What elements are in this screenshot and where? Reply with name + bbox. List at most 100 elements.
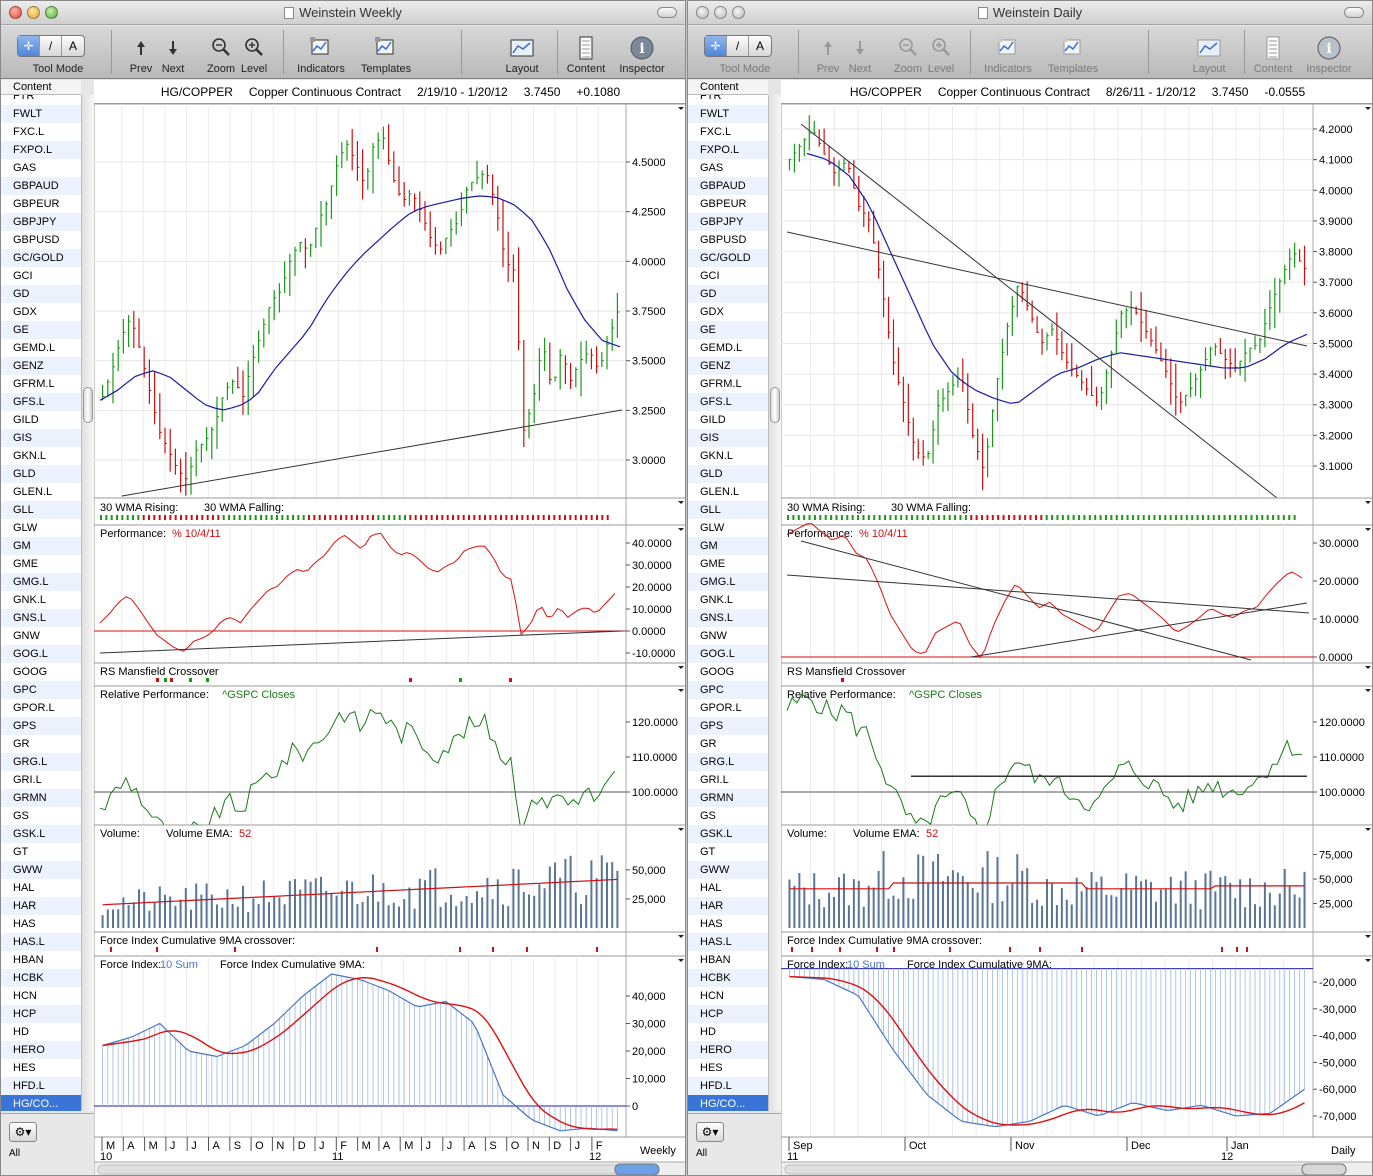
- list-item[interactable]: GPOR.L: [13, 702, 55, 714]
- list-item[interactable]: GLL: [688, 501, 768, 519]
- list-item[interactable]: GT: [700, 846, 716, 858]
- list-item[interactable]: GCI: [13, 270, 33, 282]
- list-item[interactable]: FWLT: [1, 105, 81, 123]
- list-item[interactable]: FXPO.L: [688, 141, 768, 159]
- list-item[interactable]: FXPO.L: [1, 141, 81, 159]
- wma-panel[interactable]: [781, 497, 1373, 526]
- list-item[interactable]: FTR: [13, 95, 35, 102]
- list-item[interactable]: GLD: [1, 465, 81, 483]
- list-item[interactable]: GS: [700, 810, 716, 822]
- time-axis[interactable]: [94, 1136, 686, 1163]
- scrollbar-track[interactable]: [784, 1164, 1309, 1175]
- list-item[interactable]: GWW: [1, 861, 81, 879]
- panel-menu-icon[interactable]: [1365, 501, 1371, 504]
- list-item[interactable]: HFD.L: [1, 1077, 81, 1095]
- panel-menu-icon[interactable]: [1365, 666, 1371, 669]
- list-item[interactable]: GM: [688, 537, 768, 555]
- list-item[interactable]: GPS: [1, 717, 81, 735]
- list-item[interactable]: GDX: [13, 306, 37, 318]
- list-item[interactable]: GKN.L: [13, 450, 47, 462]
- list-item[interactable]: GSK.L: [1, 825, 81, 843]
- line-tool-button[interactable]: /: [727, 36, 749, 56]
- pointer-tool-button[interactable]: ✛: [705, 36, 727, 56]
- list-item[interactable]: GBPJPY: [688, 213, 768, 231]
- list-item[interactable]: GEMD.L: [700, 342, 743, 354]
- list-item[interactable]: GNK.L: [700, 594, 734, 606]
- symbol-list-scrollbar[interactable]: [81, 95, 94, 1111]
- list-item[interactable]: GLEN.L: [700, 486, 740, 498]
- list-item[interactable]: GCI: [700, 270, 720, 282]
- list-item[interactable]: GD: [1, 285, 81, 303]
- list-item[interactable]: GBPAUD: [1, 177, 81, 195]
- tool-mode-segmented[interactable]: ✛ / A: [704, 35, 772, 57]
- list-item[interactable]: GC/GOLD: [1, 249, 81, 267]
- list-item[interactable]: GFRM.L: [13, 378, 55, 390]
- list-item[interactable]: GM: [1, 537, 81, 555]
- list-item[interactable]: HAL: [13, 882, 35, 894]
- list-item[interactable]: GBPUSD: [700, 234, 747, 246]
- list-item[interactable]: HAL: [700, 882, 722, 894]
- list-item[interactable]: HG/CO...: [688, 1095, 768, 1111]
- list-item[interactable]: HCP: [688, 1005, 768, 1023]
- text-tool-button[interactable]: A: [68, 39, 77, 53]
- list-item[interactable]: GE: [688, 321, 768, 339]
- list-item[interactable]: GENZ: [1, 357, 81, 375]
- panel-menu-icon[interactable]: [678, 501, 684, 504]
- list-item[interactable]: HD: [13, 1026, 29, 1038]
- list-item[interactable]: GAS: [700, 162, 724, 174]
- panel-menu-icon[interactable]: [1365, 959, 1371, 962]
- list-item[interactable]: GRG.L: [688, 753, 768, 771]
- list-item[interactable]: GNS.L: [688, 609, 768, 627]
- force-index-crossover-panel[interactable]: [94, 931, 686, 957]
- panel-menu-icon[interactable]: [1365, 689, 1371, 692]
- list-item[interactable]: HBAN: [700, 954, 731, 966]
- time-axis[interactable]: [781, 1136, 1373, 1163]
- zoom-window-button[interactable]: [45, 6, 58, 19]
- toolbar-toggle-button[interactable]: [1344, 7, 1364, 18]
- scrollbar-track[interactable]: [97, 1164, 622, 1175]
- tool-mode-segmented[interactable]: ✛ / A: [17, 35, 85, 57]
- list-item[interactable]: GBPAUD: [688, 177, 768, 195]
- list-item[interactable]: GPS: [688, 717, 768, 735]
- panel-menu-icon[interactable]: [678, 528, 684, 531]
- list-item[interactable]: GRI.L: [13, 774, 42, 786]
- list-item[interactable]: HCP: [1, 1005, 81, 1023]
- list-item[interactable]: GNW: [700, 630, 727, 642]
- list-item[interactable]: GDX: [700, 306, 724, 318]
- close-window-button[interactable]: [696, 6, 709, 19]
- chart-canvas[interactable]: 4.5000 4.2500 4.0000 3.7500 3.5000 3.2500 3.00…: [94, 80, 686, 1176]
- chart-area[interactable]: 4.5000 4.2500 4.0000 3.7500 3.5000 3.2500 3.00…: [94, 80, 686, 1176]
- list-item[interactable]: GBPUSD: [13, 234, 60, 246]
- list-item[interactable]: HAS.L: [688, 933, 768, 951]
- panel-menu-icon[interactable]: [1365, 107, 1371, 110]
- panel-menu-icon[interactable]: [678, 666, 684, 669]
- list-item[interactable]: HG/CO...: [1, 1095, 81, 1111]
- toolbar-toggle-button[interactable]: [657, 7, 677, 18]
- list-item[interactable]: GE: [1, 321, 81, 339]
- list-item[interactable]: GIS: [1, 429, 81, 447]
- list-item[interactable]: GRMN: [1, 789, 81, 807]
- list-item[interactable]: GFS.L: [1, 393, 81, 411]
- list-item[interactable]: GMG.L: [688, 573, 768, 591]
- list-item[interactable]: GBPEUR: [13, 198, 60, 210]
- wma-panel[interactable]: [94, 497, 686, 526]
- list-item[interactable]: GR: [700, 738, 717, 750]
- list-item[interactable]: HD: [700, 1026, 716, 1038]
- list-item[interactable]: GC/GOLD: [688, 249, 768, 267]
- relative-performance-panel[interactable]: [94, 685, 686, 826]
- list-item[interactable]: GOOG: [13, 666, 48, 678]
- chart-area[interactable]: 4.2000 4.1000 4.0000 3.9000 3.8000 3.7000 3.60…: [781, 80, 1373, 1175]
- content-column-header[interactable]: Content: [688, 80, 768, 95]
- performance-panel[interactable]: [781, 524, 1373, 664]
- close-window-button[interactable]: [9, 6, 22, 19]
- content-column-header[interactable]: Content: [1, 80, 81, 95]
- panel-menu-icon[interactable]: [1365, 528, 1371, 531]
- list-item[interactable]: HBAN: [13, 954, 44, 966]
- panel-menu-icon[interactable]: [678, 828, 684, 831]
- panel-menu-icon[interactable]: [678, 959, 684, 962]
- list-item[interactable]: GBPJPY: [1, 213, 81, 231]
- list-item[interactable]: GLEN.L: [13, 486, 53, 498]
- list-item[interactable]: GS: [13, 810, 29, 822]
- price-panel[interactable]: [94, 103, 686, 499]
- list-item[interactable]: GNW: [13, 630, 40, 642]
